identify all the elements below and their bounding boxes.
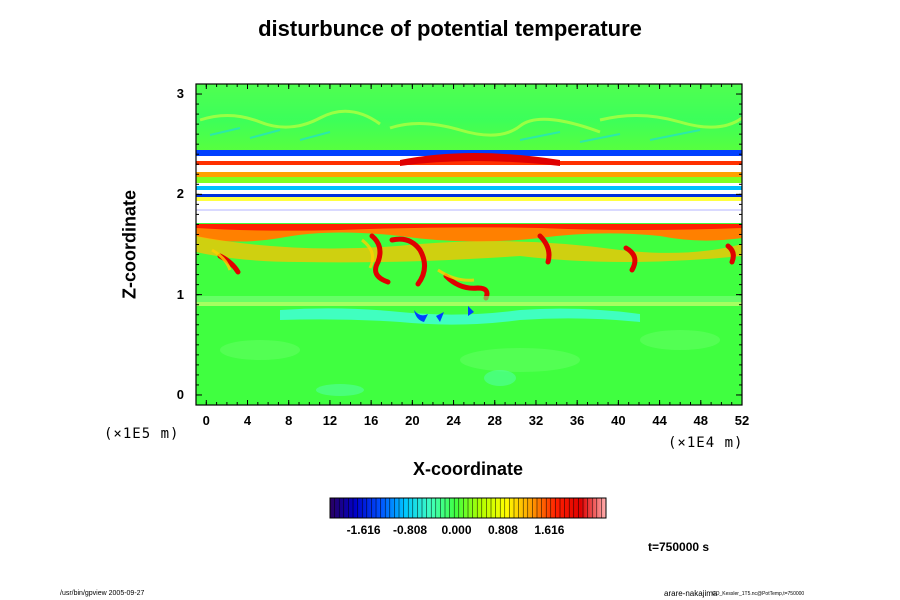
x-tick-label: 40 bbox=[611, 413, 626, 428]
lime-band bbox=[196, 302, 742, 306]
interface-red bbox=[196, 224, 742, 231]
upper-cyan-streaks bbox=[209, 127, 701, 143]
x-tick-label: 44 bbox=[652, 413, 667, 428]
white-streak-3 bbox=[196, 183, 742, 186]
colorbar-tick-label: 1.616 bbox=[534, 523, 565, 537]
x-tick-label: 4 bbox=[243, 413, 252, 428]
x-tick-label: 20 bbox=[405, 413, 420, 428]
interface-yellow bbox=[196, 236, 742, 263]
x-tick-label: 48 bbox=[693, 413, 709, 428]
footer-right-user: arare-nakajima bbox=[664, 589, 718, 598]
x-tick-label: 52 bbox=[734, 413, 750, 428]
white-streak-4 bbox=[196, 190, 742, 194]
colorbar-tick-label: 0.000 bbox=[441, 523, 472, 537]
x-tick-label: 0 bbox=[202, 413, 210, 428]
white-streak-2 bbox=[196, 165, 742, 172]
orange-streak bbox=[196, 172, 742, 177]
tick-marks bbox=[196, 84, 743, 405]
yellow-streak bbox=[196, 197, 742, 201]
green-streak bbox=[196, 177, 742, 183]
pale-band bbox=[196, 296, 742, 306]
time-annotation: t=750000 s bbox=[648, 540, 710, 554]
blue-spots bbox=[414, 306, 474, 322]
cyan-streak bbox=[196, 186, 742, 190]
colorbar-tick-label: -1.616 bbox=[346, 523, 381, 537]
colorbar-cells bbox=[334, 498, 602, 518]
y-axis-label: Z-coordinate bbox=[119, 190, 140, 300]
y-tick-label: 2 bbox=[176, 186, 184, 202]
x-tick-label: 12 bbox=[322, 413, 338, 428]
colorbar-tick-label: -0.808 bbox=[393, 523, 428, 537]
pale-streak bbox=[196, 209, 742, 211]
y-tick-label: 1 bbox=[176, 286, 184, 302]
lower-mottling bbox=[220, 330, 720, 372]
footer-right-file: CO_Kessler_1T5.nc@PotTemp,t=750000 bbox=[712, 591, 805, 597]
x-tick-label: 28 bbox=[487, 413, 502, 428]
colorbar-tick-label: 0.808 bbox=[487, 523, 518, 537]
eddy-yellow-rims bbox=[211, 238, 475, 282]
y-tick-label: 0 bbox=[176, 386, 184, 402]
lower-cyan-wisps bbox=[316, 370, 516, 396]
colorbar-frame bbox=[329, 497, 607, 519]
x-tick-label: 8 bbox=[285, 413, 293, 428]
upper-wave-streaks bbox=[199, 109, 742, 137]
blue-streak-mid bbox=[196, 194, 742, 197]
y-tick-label: 3 bbox=[176, 86, 184, 102]
x-axis-label: X-coordinate bbox=[412, 459, 523, 479]
x-scale-note: (×1E4 m) bbox=[668, 435, 744, 451]
chart-title: disturbunce of potential temperature bbox=[258, 16, 642, 41]
cyan-band bbox=[280, 308, 640, 325]
eddies bbox=[217, 233, 736, 301]
heatmap-field bbox=[196, 84, 742, 405]
red-streak-1 bbox=[196, 161, 742, 165]
white-band bbox=[196, 201, 742, 223]
blue-streak-top bbox=[196, 150, 742, 156]
y-scale-note: (×1E5 m) bbox=[104, 426, 180, 442]
x-tick-label: 36 bbox=[569, 413, 585, 428]
x-tick-label: 16 bbox=[363, 413, 379, 428]
x-tick-label: 32 bbox=[528, 413, 544, 428]
upper-red-bump bbox=[400, 153, 560, 166]
x-tick-label: 24 bbox=[446, 413, 461, 428]
footer-left: /usr/bin/gpview 2005-09-27 bbox=[60, 590, 145, 597]
upper-layer bbox=[196, 84, 742, 154]
